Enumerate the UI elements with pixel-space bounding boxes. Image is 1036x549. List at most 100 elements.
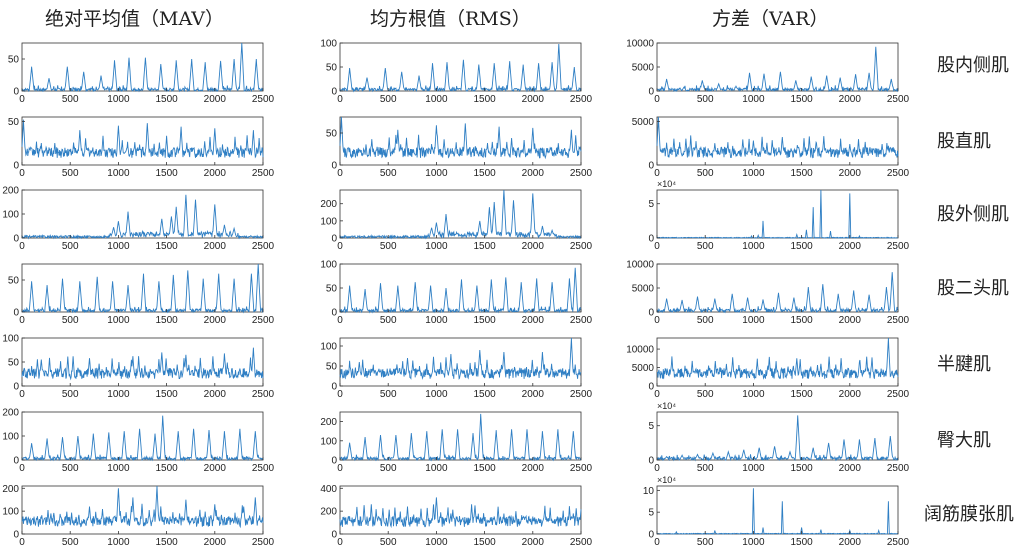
y-tick-label: 0 bbox=[13, 161, 19, 172]
x-tick-label: 500 bbox=[697, 94, 714, 105]
y-tick-label: 0 bbox=[13, 530, 19, 541]
x-tick-label: 2000 bbox=[839, 463, 862, 474]
y-tick-label: 0 bbox=[648, 530, 654, 541]
series-line bbox=[656, 415, 899, 462]
y-tick-label: 0 bbox=[13, 87, 19, 98]
x-tick-label: 2500 bbox=[570, 463, 593, 474]
x-tick-label: 2500 bbox=[252, 315, 275, 326]
x-tick-label: 500 bbox=[380, 537, 397, 548]
x-tick-label: 2000 bbox=[204, 168, 227, 179]
x-tick-label: 1500 bbox=[155, 389, 178, 400]
y-tick-label: 0 bbox=[331, 308, 337, 319]
y-tick-label: 100 bbox=[320, 39, 337, 50]
y-tick-label: 200 bbox=[320, 507, 337, 518]
y-tick-label: 0 bbox=[331, 382, 337, 393]
x-tick-label: 1000 bbox=[107, 168, 130, 179]
y-tick-label: 5000 bbox=[632, 63, 655, 74]
series-line bbox=[656, 116, 899, 159]
x-tick-label: 0 bbox=[654, 94, 660, 105]
series-line bbox=[339, 497, 582, 529]
subplot-r3-c2: 0 500 1000 1500 2000 2500 0 100 200 bbox=[320, 189, 593, 252]
x-tick-label: 500 bbox=[380, 94, 397, 105]
axes-box bbox=[21, 116, 264, 166]
x-tick-label: 1000 bbox=[107, 537, 130, 548]
x-tick-label: 2500 bbox=[887, 537, 910, 548]
x-tick-label: 1000 bbox=[742, 315, 765, 326]
subplot-r7-c2: 0 500 1000 1500 2000 2500 0 200 400 bbox=[320, 484, 592, 548]
x-tick-label: 2000 bbox=[204, 463, 227, 474]
x-tick-label: 1500 bbox=[473, 389, 496, 400]
axes-box bbox=[339, 337, 582, 387]
x-tick-label: 1500 bbox=[790, 241, 813, 252]
y-tick-label: 100 bbox=[2, 507, 19, 518]
axes-box bbox=[656, 411, 899, 461]
row-label-1: 股内侧肌 bbox=[937, 55, 1009, 76]
column-title-mav: 绝对平均值（MAV） bbox=[45, 8, 224, 30]
x-tick-label: 1000 bbox=[425, 537, 448, 548]
x-tick-label: 1000 bbox=[107, 94, 130, 105]
x-tick-label: 0 bbox=[654, 389, 660, 400]
y-tick-label: 50 bbox=[8, 117, 20, 128]
axis-exponent-label: ×10⁴ bbox=[657, 179, 676, 189]
x-tick-label: 2500 bbox=[887, 168, 910, 179]
y-tick-label: 200 bbox=[2, 408, 19, 419]
x-tick-label: 2000 bbox=[204, 315, 227, 326]
subplot-r6-c3: 0 500 1000 1500 2000 2500 0 5×10⁴ bbox=[648, 401, 909, 474]
axes-box bbox=[339, 411, 582, 461]
x-tick-label: 1500 bbox=[790, 94, 813, 105]
row-label-3: 股外侧肌 bbox=[937, 204, 1009, 225]
x-tick-label: 500 bbox=[380, 315, 397, 326]
y-tick-label: 0 bbox=[648, 161, 654, 172]
x-tick-label: 500 bbox=[380, 168, 397, 179]
x-tick-label: 2500 bbox=[252, 241, 275, 252]
axes-box bbox=[656, 485, 899, 535]
x-tick-label: 500 bbox=[697, 168, 714, 179]
x-tick-label: 0 bbox=[19, 389, 25, 400]
x-tick-label: 0 bbox=[337, 315, 343, 326]
subplot-r5-c1: 0 500 1000 1500 2000 2500 0 50 100 bbox=[2, 334, 274, 401]
axis-exponent-label: ×10⁴ bbox=[657, 475, 676, 485]
x-tick-label: 1500 bbox=[155, 168, 178, 179]
y-tick-label: 0 bbox=[648, 382, 654, 393]
column-title-rms: 均方根值（RMS） bbox=[370, 8, 531, 30]
series-line bbox=[339, 337, 582, 380]
y-tick-label: 5 bbox=[648, 508, 654, 519]
column-title-var: 方差（VAR） bbox=[712, 8, 829, 30]
x-tick-label: 500 bbox=[380, 389, 397, 400]
x-tick-label: 0 bbox=[19, 537, 25, 548]
y-tick-label: 100 bbox=[2, 432, 19, 443]
x-tick-label: 2500 bbox=[252, 168, 275, 179]
x-tick-label: 2500 bbox=[887, 315, 910, 326]
x-tick-label: 500 bbox=[62, 389, 79, 400]
axes-box bbox=[656, 337, 899, 387]
x-tick-label: 2000 bbox=[204, 94, 227, 105]
subplot-r6-c2: 0 500 1000 1500 2000 2500 0 100 200 bbox=[320, 411, 593, 474]
y-tick-label: 5000 bbox=[632, 117, 655, 128]
y-tick-label: 5000 bbox=[632, 284, 655, 295]
y-tick-label: 200 bbox=[2, 484, 19, 495]
x-tick-label: 2500 bbox=[887, 389, 910, 400]
y-tick-label: 10 bbox=[643, 486, 655, 497]
x-tick-label: 1500 bbox=[790, 389, 813, 400]
x-tick-label: 2500 bbox=[887, 94, 910, 105]
subplot-r5-c3: 0 500 1000 1500 2000 2500 0 5000 10000 bbox=[626, 337, 910, 400]
axes-box bbox=[339, 42, 582, 92]
y-tick-label: 100 bbox=[320, 260, 337, 271]
y-tick-label: 400 bbox=[320, 484, 337, 495]
subplot-r7-c1: 0 500 1000 1500 2000 2500 0 100 200 bbox=[2, 484, 274, 548]
y-tick-label: 0 bbox=[331, 234, 337, 245]
axes-box bbox=[656, 116, 899, 166]
x-tick-label: 1500 bbox=[155, 94, 178, 105]
y-tick-label: 0 bbox=[648, 234, 654, 245]
series-line bbox=[21, 194, 264, 240]
subplot-r2-c3: 0 500 1000 1500 2000 2500 0 5000 bbox=[632, 116, 910, 179]
x-tick-label: 500 bbox=[62, 94, 79, 105]
subplot-r1-c3: 0 500 1000 1500 2000 2500 0 5000 10000 bbox=[626, 39, 909, 106]
x-tick-label: 2500 bbox=[570, 537, 593, 548]
y-tick-label: 10000 bbox=[626, 345, 654, 356]
series-line bbox=[21, 119, 264, 159]
y-tick-label: 100 bbox=[2, 334, 19, 345]
x-tick-label: 1500 bbox=[473, 315, 496, 326]
